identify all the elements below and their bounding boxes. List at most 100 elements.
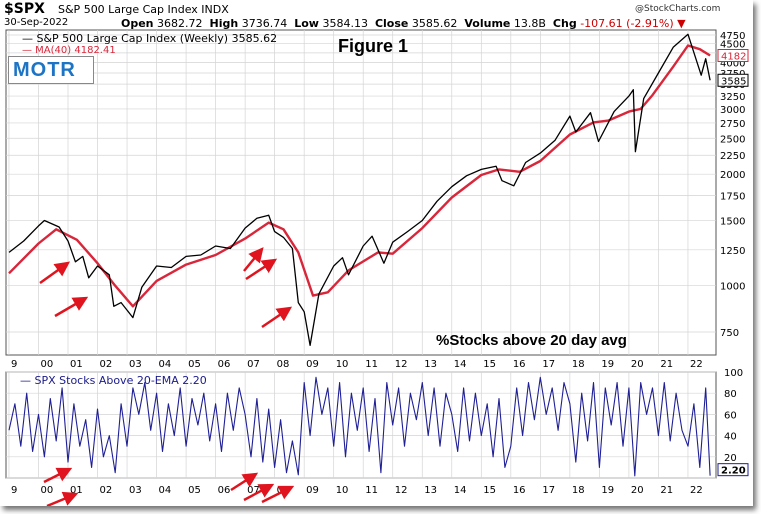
- price-y-tick-label: 750: [720, 328, 739, 339]
- red-arrow-icon: [245, 258, 278, 281]
- legend-price-series: — S&P 500 Large Cap Index (Weekly) 3585.…: [22, 32, 278, 45]
- price-y-tick-label: 2750: [720, 119, 745, 130]
- price-y-tick-label: 1500: [720, 216, 745, 227]
- price-y-tick-label: 1750: [720, 192, 745, 203]
- indicator-y-tick-label: 20: [724, 453, 737, 464]
- price-tag-label: 4182: [721, 51, 746, 62]
- indicator-x-tick-label: 16: [513, 485, 526, 496]
- price-x-tick-label: 13: [424, 359, 437, 370]
- price-x-tick-label: 02: [100, 359, 113, 370]
- indicator-x-tick-label: 15: [483, 485, 496, 496]
- price-y-tick-label: 1000: [720, 282, 745, 293]
- price-x-tick-label: 01: [70, 359, 83, 370]
- price-x-tick-label: 18: [572, 359, 585, 370]
- price-y-tick-label: 4750: [720, 31, 745, 42]
- indicator-x-tick-label: 22: [690, 485, 703, 496]
- indicator-x-tick-label: 14: [454, 485, 467, 496]
- price-x-tick-label: 08: [277, 359, 290, 370]
- indicator-value-label: 2.20: [721, 466, 746, 477]
- price-x-tick-label: 17: [542, 359, 555, 370]
- price-x-tick-label: 07: [247, 359, 260, 370]
- legend-ma-series: — MA(40) 4182.41: [22, 45, 116, 56]
- close-label: Close: [374, 17, 409, 30]
- indicator-x-tick-label: 9: [11, 485, 17, 496]
- indicator-line: [8, 376, 711, 477]
- change-label: Chg: [552, 17, 577, 30]
- indicator-y-tick-label: 80: [724, 389, 737, 400]
- red-arrow-icon: [43, 467, 73, 484]
- price-y-tick-label: 2500: [720, 134, 745, 145]
- price-y-tick-label: 3000: [720, 105, 745, 116]
- indicator-x-tick-label: 01: [70, 485, 83, 496]
- stockcharts-credit[interactable]: @StockCharts.com: [635, 4, 721, 14]
- chart-frame: 9900000101020203030404050506060707080809…: [4, 1, 749, 506]
- red-arrow-icon: [230, 472, 259, 492]
- chart-canvas: 9900000101020203030404050506060707080809…: [5, 29, 749, 506]
- indicator-x-tick-label: 10: [336, 485, 349, 496]
- ohlc-summary: Open 3682.72 High 3736.74 Low 3584.13 Cl…: [121, 18, 686, 29]
- indicator-x-tick-label: 06: [218, 485, 231, 496]
- price-x-tick-label: 10: [336, 359, 349, 370]
- price-tag-box: [717, 73, 749, 87]
- price-y-tick-label: 4500: [720, 40, 745, 51]
- price-y-tick-label: 3250: [720, 92, 745, 103]
- price-x-tick-label: 19: [601, 359, 614, 370]
- motr-logo: MOTR: [8, 56, 94, 84]
- volume-label: Volume: [464, 17, 511, 30]
- indicator-legend: — SPX Stocks Above 20-EMA 2.20: [20, 374, 207, 387]
- price-y-tick-label: 1250: [720, 246, 745, 257]
- indicator-x-tick-label: 00: [40, 485, 53, 496]
- price-y-tick-label: 2000: [720, 170, 745, 181]
- price-tag-box: [717, 48, 749, 62]
- volume-value: 13.8B: [513, 17, 546, 30]
- figure-label: Figure 1: [338, 36, 409, 56]
- price-x-tick-label: 14: [454, 359, 467, 370]
- red-arrow-icon: [54, 296, 89, 318]
- price-x-tick-label: 09: [306, 359, 319, 370]
- indicator-x-tick-label: 07: [247, 485, 260, 496]
- price-x-tick-label: 05: [188, 359, 201, 370]
- price-x-tick-label: 04: [159, 359, 172, 370]
- change-value: -107.61 (-2.91%): [580, 17, 674, 30]
- low-value: 3584.13: [322, 17, 368, 30]
- price-x-tick-label: 9: [11, 359, 17, 370]
- logo-text: MOTR: [13, 59, 76, 81]
- price-panel-border: [5, 29, 717, 356]
- indicator-x-tick-label: 13: [424, 485, 437, 496]
- price-x-tick-label: 21: [660, 359, 673, 370]
- indicator-x-tick-label: 19: [601, 485, 614, 496]
- red-arrow-icon: [261, 306, 293, 329]
- price-y-tick-label: 4000: [720, 59, 745, 70]
- indicator-x-tick-label: 09: [306, 485, 319, 496]
- price-x-tick-label: 15: [483, 359, 496, 370]
- indicator-note: %Stocks above 20 day avg: [436, 332, 627, 349]
- change-down-icon: ▼: [677, 17, 686, 30]
- quote-date: 30-Sep-2022: [4, 17, 69, 28]
- price-x-tick-label: 03: [129, 359, 142, 370]
- red-arrow-icon: [39, 261, 71, 285]
- indicator-panel-border: [5, 371, 717, 479]
- price-x-tick-label: 06: [218, 359, 231, 370]
- ticker-description: S&P 500 Large Cap Index INDX: [58, 3, 229, 16]
- open-label: Open: [121, 17, 154, 30]
- indicator-y-tick-label: 40: [724, 432, 737, 443]
- high-label: High: [209, 17, 239, 30]
- indicator-x-tick-label: 17: [542, 485, 555, 496]
- red-arrow-icon: [243, 483, 275, 502]
- red-arrow-icon: [243, 247, 264, 272]
- price-x-tick-label: 16: [513, 359, 526, 370]
- high-value: 3736.74: [241, 17, 288, 30]
- indicator-y-tick-label: 100: [724, 368, 743, 379]
- price-y-tick-label: 2250: [720, 151, 745, 162]
- indicator-x-tick-label: 12: [395, 485, 408, 496]
- indicator-x-tick-label: 20: [631, 485, 644, 496]
- low-label: Low: [294, 17, 319, 30]
- red-arrow-icon: [261, 485, 295, 504]
- price-x-tick-label: 00: [40, 359, 53, 370]
- indicator-x-tick-label: 05: [188, 485, 201, 496]
- ticker-symbol: $SPX: [4, 1, 45, 17]
- close-value: 3585.62: [411, 17, 458, 30]
- ma40-line: [8, 44, 711, 308]
- indicator-x-tick-label: 03: [129, 485, 142, 496]
- price-tag-label: 3585: [721, 76, 746, 87]
